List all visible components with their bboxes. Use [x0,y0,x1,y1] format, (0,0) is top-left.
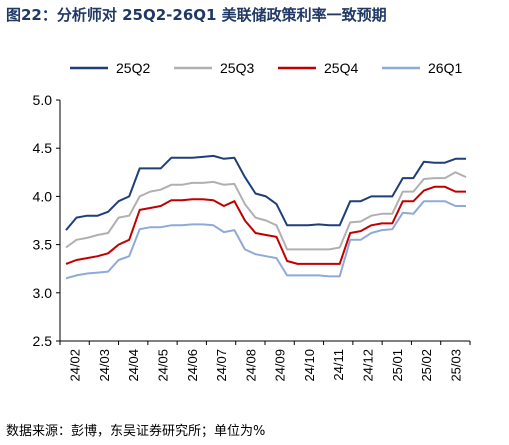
y-tick-label: 5.0 [33,92,53,108]
x-tick-label: 24/11 [331,349,346,381]
legend-svg: 25Q2 25Q3 25Q4 26Q1 [70,60,462,76]
series-line-26Q1 [65,200,466,280]
chart-title: 图22：分析师对 25Q2-26Q1 美联储政策利率一致预期 [6,6,387,24]
x-tick-label: 24/09 [273,349,288,382]
x-tick-label: 25/02 [419,349,434,382]
series-line-25Q2 [65,154,466,231]
legend-label-25Q4: 25Q4 [324,60,358,76]
chart-axes: 2.5 3.0 3.5 4.0 4.5 5.0 24/02 24/03 24/04 24/05 24… [33,92,471,382]
x-tick-label: 25/03 [448,349,463,382]
y-tick-label: 4.0 [33,188,53,204]
x-tick-label: 24/06 [185,349,200,382]
y-tick-label: 4.5 [33,140,53,156]
chart-lines [65,154,467,280]
legend-label-26Q1: 26Q1 [428,60,462,76]
y-tick-label: 3.0 [33,285,53,301]
series-line-25Q4 [65,185,466,265]
source-note: 数据来源：彭博，东吴证券研究所；单位为% [6,424,266,439]
x-tick-label: 24/02 [68,349,83,382]
x-tick-label: 24/08 [243,349,258,382]
series-line-25Q3 [65,171,467,251]
y-tick-label: 3.5 [33,237,53,253]
x-tick-label: 24/04 [126,349,141,382]
legend-label-25Q2: 25Q2 [116,60,150,76]
y-tick-label: 2.5 [33,333,53,349]
x-tick-label: 25/01 [390,349,405,382]
legend: 25Q2 25Q3 25Q4 26Q1 [70,58,490,82]
x-tick-label: 24/12 [361,349,376,382]
x-tick-label: 24/03 [97,349,112,382]
x-tick-label: 24/07 [214,349,229,382]
legend-label-25Q3: 25Q3 [220,60,254,76]
x-tick-label: 24/05 [156,349,171,382]
x-tick-label: 24/10 [302,349,317,382]
